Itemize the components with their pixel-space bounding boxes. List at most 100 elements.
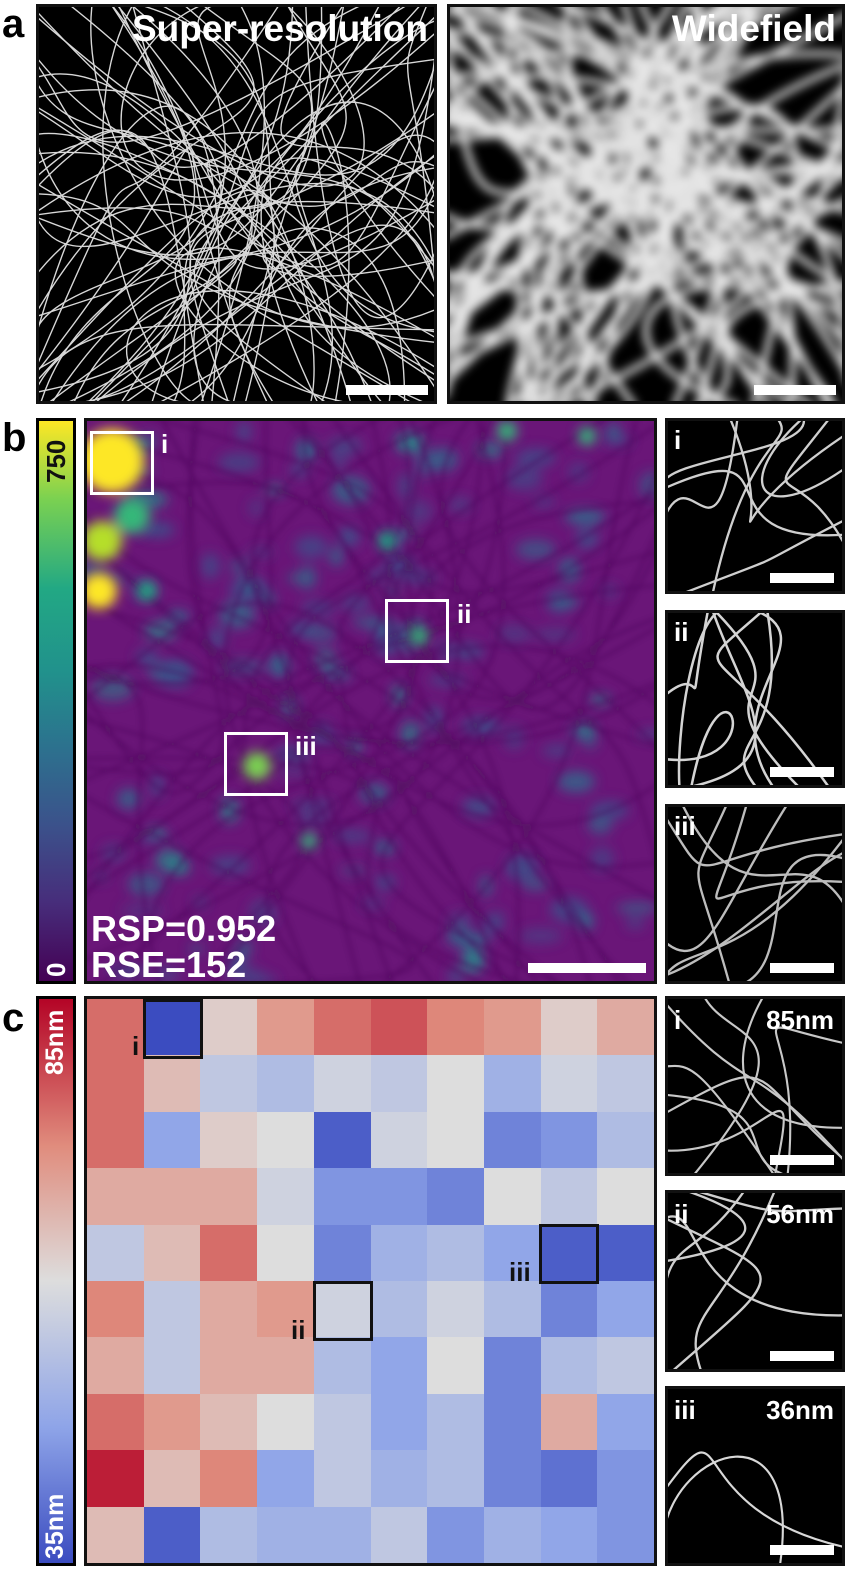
inset-b-ii: ii [665,610,845,788]
heat-blob [568,727,584,738]
grid-cell [313,1111,371,1169]
filament [700,281,842,401]
grid-cell [597,1168,654,1226]
heat-blob [505,853,539,882]
heat-blob [294,535,328,559]
inset-resolution-value: 56nm [766,1199,834,1229]
grid-cell [540,999,598,1056]
filament [87,645,654,859]
filament [668,852,842,976]
grid-cell [370,1506,428,1563]
grid-cell [370,1224,428,1282]
filament [406,421,654,701]
roi-label-i: i [161,429,169,459]
filament [121,58,434,401]
heat-blob [564,509,606,525]
grid-cell [597,1281,654,1338]
grid-cell [597,1224,654,1282]
filament [305,7,434,319]
filament [450,49,842,155]
inset-label: ii [674,617,689,647]
heat-blob [127,872,165,896]
grid-cell [87,1168,145,1226]
heat-blob [201,553,220,579]
filament [668,710,734,785]
filament [668,807,788,953]
grid-cell [313,1168,371,1226]
heat-blob [327,437,363,455]
grid-cell [370,1281,428,1338]
grid-cell [143,1111,201,1169]
filament [716,613,829,785]
grid-cell [483,1337,542,1395]
filament [87,596,537,981]
filament [87,756,522,981]
colorbar-c: 85nm 35nm [36,996,76,1566]
filament [201,7,266,401]
filament [338,421,654,648]
grid-cell [143,1224,201,1282]
filament [224,421,478,981]
filament [668,1094,784,1173]
grid-cell [200,1281,258,1338]
hotspot [87,573,117,609]
filament [87,618,654,960]
inset-b-i: i [665,418,845,594]
grid-cell [540,1450,598,1508]
filament [87,434,654,594]
inset-label: iii [674,1395,696,1425]
filament [39,132,391,401]
hotspot [578,427,596,445]
filament [668,1076,842,1160]
filament [90,7,434,329]
filament [668,1215,842,1317]
grid-cell [483,999,542,1056]
grid-cell [143,1393,201,1451]
colorbar-b: 750 0 [36,418,76,984]
filament [712,421,783,591]
filament [334,421,654,855]
filament [73,7,344,401]
grid-cell [370,1055,428,1113]
filament [151,101,434,401]
hotspot [87,429,144,493]
filament [193,20,434,401]
heat-blob [117,788,140,810]
filament [39,7,380,198]
grid-cell [257,1224,315,1282]
resolution-grid [87,999,654,1563]
filament [450,168,842,230]
grid-cell [313,999,371,1056]
grid-cell [143,1055,201,1113]
colorbar-min-label: 0 [41,962,71,977]
heat-blob [269,653,290,678]
heat-blob [150,773,164,798]
filament [39,87,434,268]
heat-blob [522,878,549,891]
panel-a-label: a [2,2,25,46]
grid-cell [483,1111,542,1169]
grid-cell [483,1393,542,1451]
heat-blob [587,815,613,835]
filament [143,7,424,401]
heat-blob [189,945,204,954]
grid-cell [427,1337,485,1395]
filament [784,421,842,543]
filament [260,157,434,401]
filament [87,421,460,827]
filament [52,191,434,401]
filament [746,853,842,981]
grid-cell [87,1224,145,1282]
error-map-heatmap [87,421,654,981]
grid-cell [597,1111,654,1169]
grid-cell [313,1337,371,1395]
colorbar-bottom-label: 35nm [41,1493,69,1559]
grid-cell [200,1168,258,1226]
filament [160,178,434,401]
filament [96,58,434,401]
grid-cell [257,1393,315,1451]
inset-image [668,1451,842,1563]
grid-cell [427,999,485,1056]
hotspot [114,498,150,534]
heat-blob [568,461,590,483]
